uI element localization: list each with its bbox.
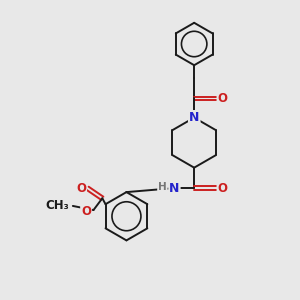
Text: O: O — [76, 182, 86, 195]
Text: N: N — [189, 111, 200, 124]
Text: O: O — [81, 205, 91, 218]
Text: H: H — [158, 182, 167, 192]
Text: CH₃: CH₃ — [46, 200, 69, 212]
Text: O: O — [218, 182, 228, 195]
Text: N: N — [169, 182, 180, 195]
Text: O: O — [218, 92, 228, 105]
Text: N: N — [189, 111, 200, 124]
